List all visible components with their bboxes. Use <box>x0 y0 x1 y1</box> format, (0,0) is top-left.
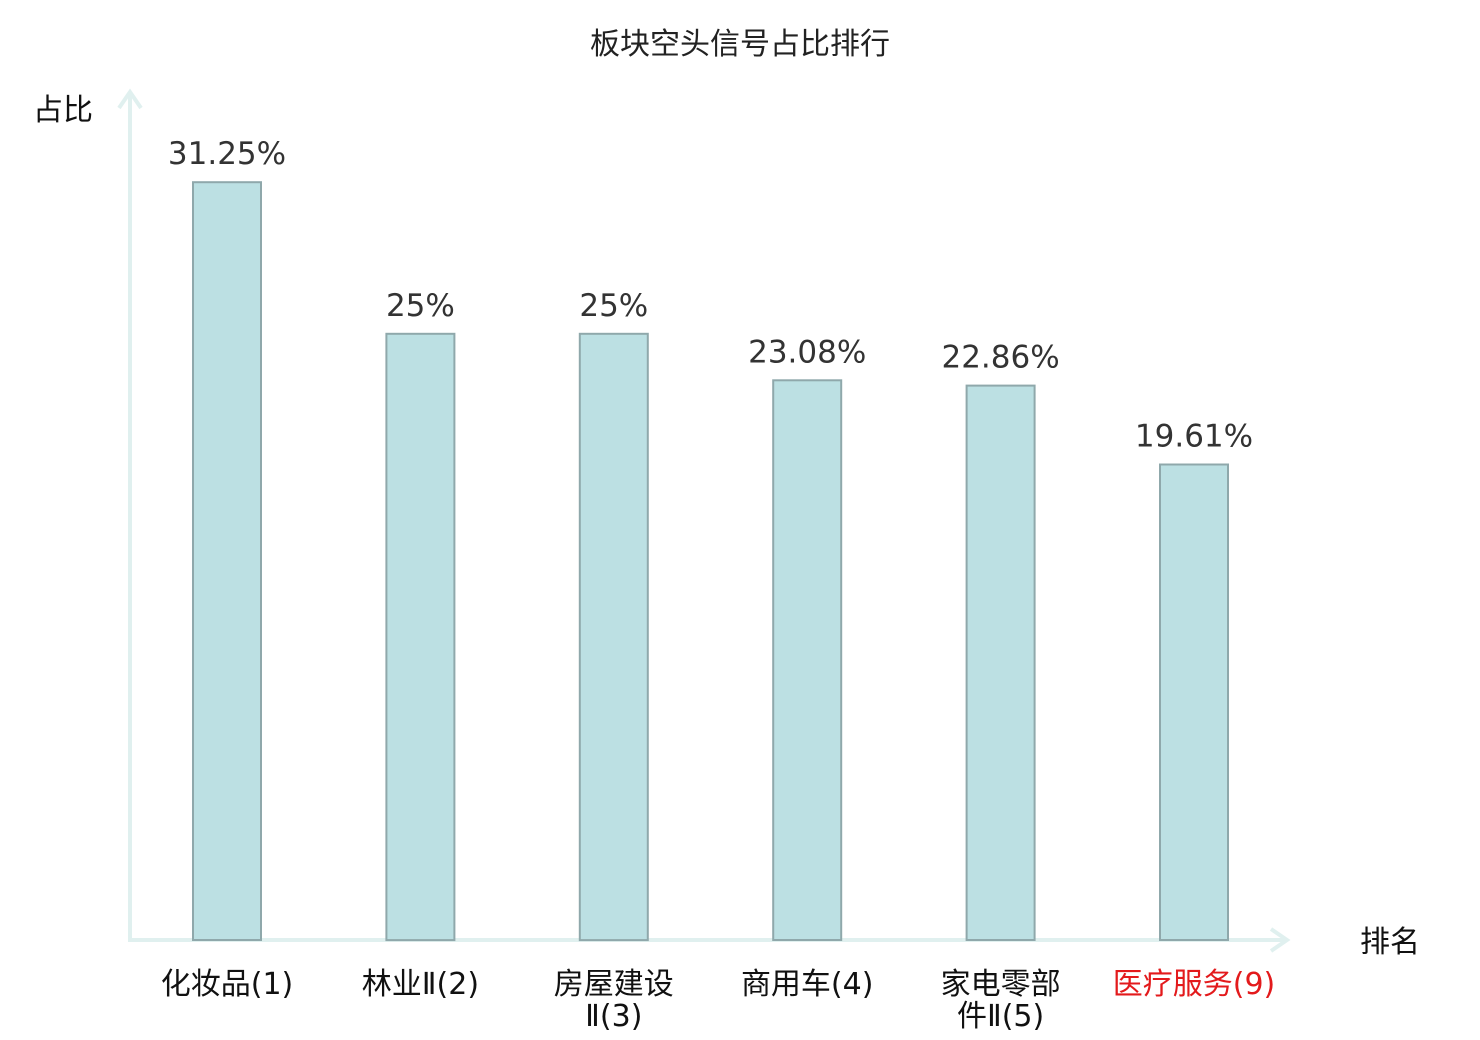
y-axis-arrow-icon <box>117 88 143 110</box>
bar <box>385 332 456 942</box>
category-label: 林业Ⅱ(2) <box>362 967 479 1002</box>
category-label: 医疗服务(9) <box>1113 967 1276 1002</box>
category-label: 房屋建设 <box>554 967 674 1002</box>
value-labels-group: 31.25% 25% 25% 23.08% 22.86% 19.61% <box>168 136 1253 454</box>
value-label: 31.25% <box>168 136 286 172</box>
category-label: 商用车(4) <box>741 967 874 1002</box>
value-label: 19.61% <box>1135 419 1253 455</box>
category-label: 家电零部 <box>941 967 1061 1002</box>
bars-group <box>192 181 1229 942</box>
value-label: 23.08% <box>748 334 866 370</box>
x-axis-arrow-icon <box>1269 927 1291 953</box>
value-label: 25% <box>579 288 648 324</box>
x-axis: 排名 <box>128 925 1420 960</box>
x-axis-label: 排名 <box>1360 925 1420 960</box>
category-label: Ⅱ(3) <box>585 999 642 1034</box>
y-axis-label: 占比 <box>33 93 93 128</box>
y-axis: 占比 <box>33 88 143 940</box>
value-label: 25% <box>386 288 455 324</box>
bar <box>1159 463 1229 941</box>
bar <box>772 379 843 941</box>
chart-title: 板块空头信号占比排行 <box>590 27 890 62</box>
value-label: 22.86% <box>941 340 1059 376</box>
bar <box>192 181 262 941</box>
bar <box>965 384 1036 942</box>
category-label: 件Ⅱ(5) <box>957 999 1044 1034</box>
bar <box>578 332 649 942</box>
category-label: 化妆品(1) <box>161 967 294 1002</box>
